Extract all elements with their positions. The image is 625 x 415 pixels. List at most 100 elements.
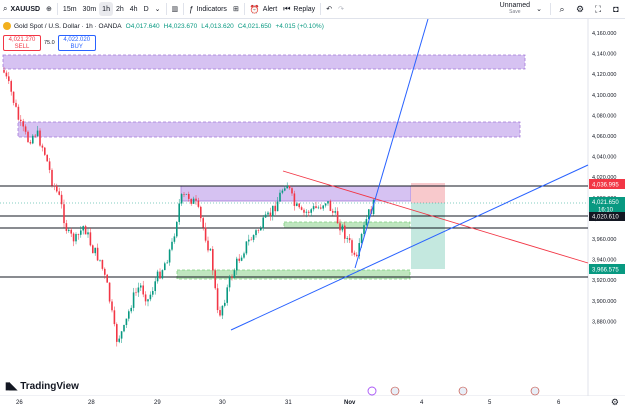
interval-1h[interactable]: 1h	[99, 2, 113, 16]
steep-trend-line[interactable]	[354, 19, 429, 269]
indicators-label: Indicators	[196, 5, 227, 13]
candle-body	[264, 214, 267, 218]
candle-body	[332, 210, 334, 213]
redo-button[interactable]: ↷	[335, 0, 347, 19]
candle-body	[336, 211, 339, 224]
indicators-button[interactable]: ƒ Indicators	[186, 0, 230, 19]
supply-zone-middle[interactable]	[17, 121, 521, 138]
interval-dropdown[interactable]: ⌄	[152, 0, 164, 19]
candle-body	[240, 257, 243, 261]
candle-body	[260, 228, 262, 231]
legend-high: H4,023.670	[163, 22, 198, 30]
interval-15m[interactable]: 15m	[62, 5, 77, 13]
candle-body	[262, 217, 264, 229]
chevron-down-icon: ⌄	[154, 6, 161, 13]
candle-body	[39, 130, 41, 146]
interval-30m[interactable]: 30m	[82, 5, 97, 13]
sell-label: SELL	[14, 44, 30, 50]
price-label-target: 3,966.575	[589, 264, 625, 274]
snapshot-button[interactable]: ◘	[607, 0, 625, 19]
ascending-trend-line[interactable]	[230, 164, 589, 331]
svg-text:4,020.610: 4,020.610	[592, 215, 619, 221]
candle-body	[243, 253, 245, 258]
supply-zone-top[interactable]	[2, 54, 526, 70]
candle-body	[132, 292, 135, 308]
settings-button[interactable]: ⚙	[571, 0, 589, 19]
buy-label: BUY	[70, 44, 83, 50]
plus-circle-icon: ⊕	[46, 6, 52, 13]
candle-body	[44, 147, 46, 155]
demand-zone-upper[interactable]	[283, 221, 411, 229]
candle-body	[118, 338, 120, 342]
candle-body	[111, 301, 113, 311]
interval-d[interactable]: D	[143, 5, 149, 13]
candle-body	[317, 207, 320, 209]
candle-body	[144, 294, 147, 302]
candle-body	[154, 281, 156, 292]
price-chart[interactable]: 4,160.000 4,140.000 4,120.000 4,100.000 4,08…	[0, 19, 625, 396]
buy-button[interactable]: 4,022.020 BUY	[57, 35, 96, 51]
undo-button[interactable]: ↶	[323, 0, 335, 19]
divider	[183, 3, 185, 15]
chart-settings-button[interactable]: ⚙	[611, 397, 619, 408]
quick-search-button[interactable]: ⌕	[553, 0, 571, 19]
candle-body	[274, 205, 276, 212]
event-marker-icon[interactable]	[367, 386, 377, 396]
symbol-search[interactable]: ⌕ XAUUSD	[0, 0, 43, 19]
interval-4h[interactable]: 4h	[129, 5, 138, 13]
candle-body	[221, 305, 224, 316]
divider	[550, 3, 551, 15]
replay-button[interactable]: ⏮ Replay	[280, 0, 318, 19]
stop-loss-area[interactable]	[411, 183, 445, 203]
price-tick-label: 3,880.000	[592, 319, 616, 325]
candle-body	[20, 119, 22, 122]
time-label: 26	[16, 400, 23, 406]
candle-body	[87, 232, 89, 235]
candle-body	[60, 194, 63, 205]
candle-body	[334, 211, 336, 213]
layout-dropdown[interactable]: ⌄	[530, 0, 548, 19]
compare-button[interactable]: ⊕	[43, 0, 55, 19]
us-flag-icon[interactable]	[530, 386, 540, 396]
svg-text:4,021.650: 4,021.650	[592, 200, 619, 206]
legend-close: C4,021.650	[237, 22, 272, 30]
indicators-icon: ƒ	[189, 4, 194, 14]
candle-body	[245, 241, 248, 254]
fullscreen-button[interactable]: ⛶	[589, 0, 607, 19]
candle-body	[188, 193, 190, 199]
take-profit-area[interactable]	[411, 203, 445, 269]
candle-body	[36, 130, 39, 137]
tradingview-logo[interactable]: ▮◣ TradingView	[5, 381, 79, 392]
sell-button[interactable]: 4,021.270 SELL	[3, 35, 41, 51]
candle-body	[312, 206, 315, 210]
candle-body	[128, 311, 130, 319]
candle-body	[286, 185, 288, 189]
candle-body	[116, 324, 118, 342]
us-flag-icon[interactable]	[458, 386, 468, 396]
candle-body	[293, 193, 296, 206]
candle-body	[288, 185, 291, 189]
templates-button[interactable]: ⊞	[230, 0, 242, 19]
candle-body	[360, 233, 363, 244]
candle-body	[284, 188, 286, 191]
candle-body	[248, 239, 250, 242]
us-flag-icon[interactable]	[390, 386, 400, 396]
chart-type-button[interactable]: ▥	[169, 0, 182, 19]
layout-name-button[interactable]: Unnamed Save	[500, 2, 530, 15]
demand-zone-lower[interactable]	[176, 269, 411, 280]
legend-open: O4,017.640	[125, 22, 160, 30]
replay-label: Replay	[293, 5, 316, 13]
descending-trend-line[interactable]	[282, 170, 589, 264]
candle-body	[113, 310, 116, 325]
spread-value: 75.0	[44, 40, 55, 46]
alert-button[interactable]: ⏰ Alert	[247, 0, 280, 19]
candle-body	[72, 233, 75, 242]
symbol-name: XAUUSD	[10, 5, 41, 13]
price-tick-label: 4,140.000	[592, 52, 616, 58]
candle-body	[65, 223, 68, 231]
candle-body	[27, 131, 29, 143]
price-tick-label: 4,040.000	[592, 155, 616, 161]
interval-2h[interactable]: 2h	[115, 5, 124, 13]
time-label: 6	[557, 400, 561, 406]
price-axis[interactable]: 4,160.000 4,140.000 4,120.000 4,100.000 4,08…	[592, 31, 616, 325]
